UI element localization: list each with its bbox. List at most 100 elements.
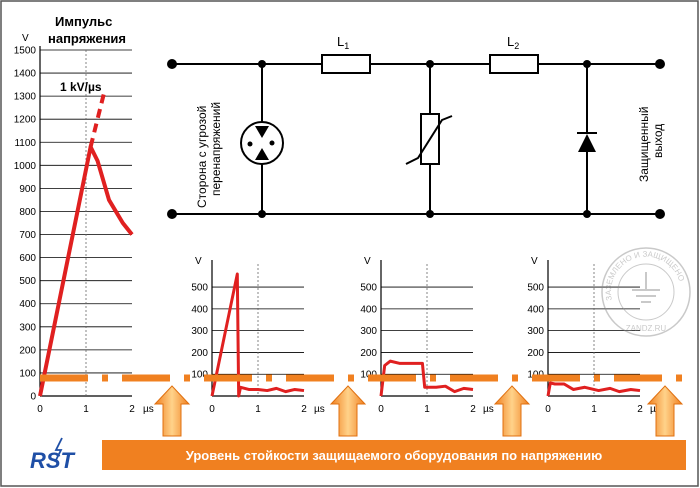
small-y-tick-label: 200 (191, 348, 208, 359)
small-y-tick-label: 300 (527, 326, 544, 337)
up-arrow-icon (329, 385, 367, 437)
main-y-tick-label: 1300 (14, 92, 37, 103)
small-x-tick-label: 2 (637, 404, 643, 415)
small-y-tick-label: 500 (360, 283, 377, 294)
small-x-unit: µs (650, 404, 661, 415)
main-y-tick-label: 600 (19, 253, 36, 264)
small-y-unit: V (195, 256, 202, 267)
main-y-tick-label: 900 (19, 184, 36, 195)
main-chart-curve (38, 91, 134, 397)
lightning-icon (54, 437, 63, 463)
terminal-out-top (655, 59, 665, 69)
small-x-tick-label: 2 (470, 404, 476, 415)
varistor-slash (405, 115, 453, 165)
gdt-lower-electrode (255, 148, 269, 160)
gas-discharge-tube-icon (240, 121, 284, 165)
threshold-arrows (153, 385, 684, 437)
main-y-tick-label: 700 (19, 230, 36, 241)
main-chart-x-ticks: 0 1 2 (37, 404, 135, 415)
protected-output-label-line2: выход (651, 124, 665, 158)
up-arrow-icon (153, 385, 191, 437)
small-y-tick-label: 300 (191, 326, 208, 337)
small-x-tick-label: 0 (209, 404, 215, 415)
main-x-tick-label: 1 (83, 404, 89, 415)
small-y-tick-label: 400 (527, 304, 544, 315)
main-chart-y-unit: V (22, 33, 29, 44)
main-y-tick-label: 800 (19, 207, 36, 218)
main-chart-title-line2: напряжения (48, 31, 126, 46)
watermark-stamp: ЗАЗЕМЛЕНО И ЗАЩИЩЕНО ZANDZ.RU (601, 247, 691, 337)
small-chart-1: V 100 200 300 400 500 0 1 2 µs (191, 256, 324, 415)
gdt-dot-left (247, 141, 253, 147)
main-y-tick-label: 0 (30, 392, 36, 403)
rst-logo-text: RST (30, 448, 76, 473)
small-y-tick-label: 500 (191, 283, 208, 294)
inductor-l2 (489, 54, 539, 74)
small-y-tick-label: 400 (191, 304, 208, 315)
threat-side-label-line2: перенапряжений (209, 102, 223, 196)
inductor-l1 (321, 54, 371, 74)
withstand-level-banner (102, 440, 686, 470)
main-extrapolation-line (88, 91, 107, 148)
main-y-tick-label: 1100 (14, 138, 36, 149)
main-y-tick-label: 1000 (14, 161, 37, 172)
inductor-l1-label: L1 (337, 34, 349, 51)
gdt-dot-right (269, 140, 275, 146)
junction-5 (583, 60, 591, 68)
junction-1 (258, 60, 266, 68)
small-voltage-curve (210, 272, 305, 398)
up-arrow-icon (646, 385, 684, 437)
junction-4 (426, 210, 434, 218)
small-y-unit: V (531, 256, 538, 267)
watermark-site: ZANDZ.RU (626, 324, 667, 333)
junction-3 (426, 60, 434, 68)
small-x-tick-label: 1 (255, 404, 261, 415)
gdt-upper-electrode (255, 126, 269, 138)
slope-label: 1 kV/µs (60, 80, 102, 94)
main-y-tick-label: 500 (19, 276, 36, 287)
main-y-tick-label: 400 (19, 299, 36, 310)
small-x-tick-label: 1 (424, 404, 430, 415)
protected-output-label-line1: Защищенный (637, 107, 651, 183)
terminal-in-bottom (167, 209, 177, 219)
terminal-out-bottom (655, 209, 665, 219)
small-voltage-curve (546, 381, 641, 397)
main-y-tick-label: 100 (19, 368, 36, 379)
tvs-diode-icon (578, 134, 596, 152)
threat-side-label-line1: Сторона с угрозой (195, 106, 209, 208)
small-y-tick-label: 200 (360, 348, 377, 359)
up-arrow-icon (493, 385, 531, 437)
main-voltage-chart: 0100200300400500600700800900100011001200… (14, 14, 154, 415)
small-x-unit: µs (483, 404, 494, 415)
small-y-tick-label: 200 (527, 348, 544, 359)
small-voltage-curve (379, 359, 474, 397)
main-y-tick-label: 1500 (14, 46, 37, 57)
main-chart-grid (39, 46, 132, 397)
small-x-unit: µs (314, 404, 325, 415)
main-chart-y-ticks: 0 100 200 300 400 500 600 700 800 900 1000 1100 1200… (14, 46, 37, 403)
main-y-tick-label: 1200 (14, 115, 37, 126)
main-chart-x-unit: µs (143, 404, 154, 415)
small-y-tick-label: 100 (191, 370, 208, 381)
small-charts: V100200300400500012µsV100200300400500012… (191, 256, 660, 415)
ground-symbol-icon (632, 272, 660, 303)
junction-6 (583, 210, 591, 218)
main-y-tick-label: 200 (19, 345, 36, 356)
main-voltage-curve (38, 144, 134, 397)
main-y-tick-label: 1400 (14, 69, 37, 80)
terminal-in-top (167, 59, 177, 69)
main-x-tick-label: 0 (37, 404, 43, 415)
main-x-tick-label: 2 (129, 404, 135, 415)
protection-circuit (167, 54, 665, 219)
withstand-level-banner-text: Уровень стойкости защищаемого оборудован… (186, 448, 603, 463)
small-x-tick-label: 2 (301, 404, 307, 415)
small-x-tick-label: 0 (378, 404, 384, 415)
junction-2 (258, 210, 266, 218)
main-y-tick-label: 300 (19, 322, 36, 333)
inductor-l2-label: L2 (507, 34, 519, 51)
small-x-tick-label: 0 (545, 404, 551, 415)
small-y-tick-label: 500 (527, 283, 544, 294)
